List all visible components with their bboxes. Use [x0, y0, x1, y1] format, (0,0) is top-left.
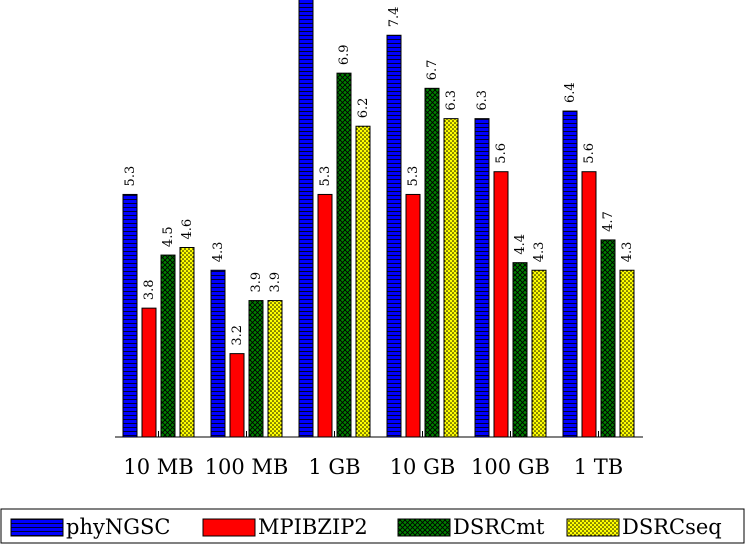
- bar-dsrcseq-1-tb: [619, 269, 635, 438]
- value-label-mpibzip2-100-gb: 5.6: [494, 143, 509, 164]
- value-label-dsrcseq-100-gb: 4.3: [532, 242, 547, 263]
- x-tick-label-100-gb: 100 GB: [471, 455, 550, 479]
- value-label-dsrcseq-1-tb: 4.3: [620, 242, 635, 263]
- x-tick-label-1-tb: 1 TB: [574, 455, 623, 479]
- bar-dsrcmt-100-gb: [512, 262, 528, 438]
- legend-frame: [0, 508, 745, 544]
- value-label-phyngsc-1-tb: 6.4: [563, 82, 578, 103]
- value-label-dsrcseq-10-mb: 4.6: [180, 219, 195, 240]
- value-label-mpibzip2-1-gb: 5.3: [318, 166, 333, 187]
- value-label-dsrcmt-1-gb: 6.9: [337, 44, 352, 65]
- bars-group: [122, 0, 635, 438]
- bar-phyngsc-1-tb: [562, 110, 578, 438]
- legend-label-MPIBZIP2: MPIBZIP2: [258, 515, 368, 539]
- value-label-dsrcseq-10-gb: 6.3: [444, 90, 459, 111]
- value-label-dsrcmt-10-gb: 6.7: [425, 60, 440, 81]
- bar-mpibzip2-10-mb: [141, 307, 157, 438]
- bar-phyngsc-10-gb: [386, 34, 402, 438]
- bar-dsrcseq-10-gb: [443, 118, 459, 438]
- value-label-dsrcmt-10-mb: 4.5: [161, 226, 176, 247]
- value-label-dsrcseq-100-mb: 3.9: [268, 272, 283, 293]
- bar-dsrcseq-100-gb: [531, 269, 547, 438]
- bar-mpibzip2-10-gb: [405, 193, 421, 438]
- bar-mpibzip2-100-gb: [493, 171, 509, 438]
- bar-phyngsc-1-gb: [298, 0, 314, 438]
- legend-swatch-phyNGSC: [10, 518, 64, 537]
- bar-dsrcmt-100-mb: [248, 300, 264, 438]
- legend: phyNGSC MPIBZIP2 DSRCmt DSRCseq: [0, 508, 745, 544]
- legend-swatch-MPIBZIP2: [202, 518, 256, 537]
- x-tick-label-10-gb: 10 GB: [390, 455, 456, 479]
- value-label-dsrcmt-1-tb: 4.7: [601, 211, 616, 232]
- legend-label-DSRCseq: DSRCseq: [622, 515, 722, 539]
- value-label-phyngsc-100-mb: 4.3: [211, 242, 226, 263]
- value-label-mpibzip2-100-mb: 3.2: [230, 325, 245, 346]
- bar-dsrcseq-10-mb: [179, 247, 195, 438]
- value-label-mpibzip2-10-mb: 3.8: [142, 279, 157, 300]
- bar-dsrcmt-1-tb: [600, 239, 616, 438]
- bar-dsrcmt-1-gb: [336, 72, 352, 438]
- bar-dsrcseq-1-gb: [355, 125, 371, 438]
- bar-mpibzip2-1-gb: [317, 193, 333, 438]
- value-labels: 5.33.84.54.64.33.23.93.97.95.36.96.27.45…: [123, 7, 635, 346]
- x-tick-label-10-mb: 10 MB: [123, 455, 193, 479]
- x-axis-ticks: [158, 431, 599, 437]
- legend-swatch-DSRCmt: [397, 518, 451, 537]
- value-label-dsrcmt-100-gb: 4.4: [513, 234, 528, 255]
- bar-dsrcmt-10-mb: [160, 254, 176, 438]
- bar-mpibzip2-1-tb: [581, 171, 597, 438]
- value-label-phyngsc-100-gb: 6.3: [475, 90, 490, 111]
- value-label-phyngsc-10-mb: 5.3: [123, 166, 138, 187]
- value-label-dsrcmt-100-mb: 3.9: [249, 272, 264, 293]
- value-label-mpibzip2-1-tb: 5.6: [582, 143, 597, 164]
- bar-dsrcseq-100-mb: [267, 300, 283, 438]
- x-tick-label-1-gb: 1 GB: [308, 455, 360, 479]
- bar-phyngsc-100-mb: [210, 269, 226, 438]
- legend-label-DSRCmt: DSRCmt: [453, 515, 545, 539]
- bar-phyngsc-10-mb: [122, 193, 138, 438]
- legend-swatch-DSRCseq: [566, 518, 620, 537]
- value-label-dsrcseq-1-gb: 6.2: [356, 98, 371, 119]
- legend-label-phyNGSC: phyNGSC: [66, 515, 170, 539]
- value-label-phyngsc-10-gb: 7.4: [387, 7, 402, 28]
- value-label-mpibzip2-10-gb: 5.3: [406, 166, 421, 187]
- x-tick-label-100-mb: 100 MB: [205, 455, 289, 479]
- bar-phyngsc-100-gb: [474, 118, 490, 438]
- bar-dsrcmt-10-gb: [424, 87, 440, 438]
- bar-mpibzip2-100-mb: [229, 353, 245, 438]
- x-axis-labels: 10 MB 100 MB 1 GB 10 GB 100 GB 1 TB: [123, 455, 623, 479]
